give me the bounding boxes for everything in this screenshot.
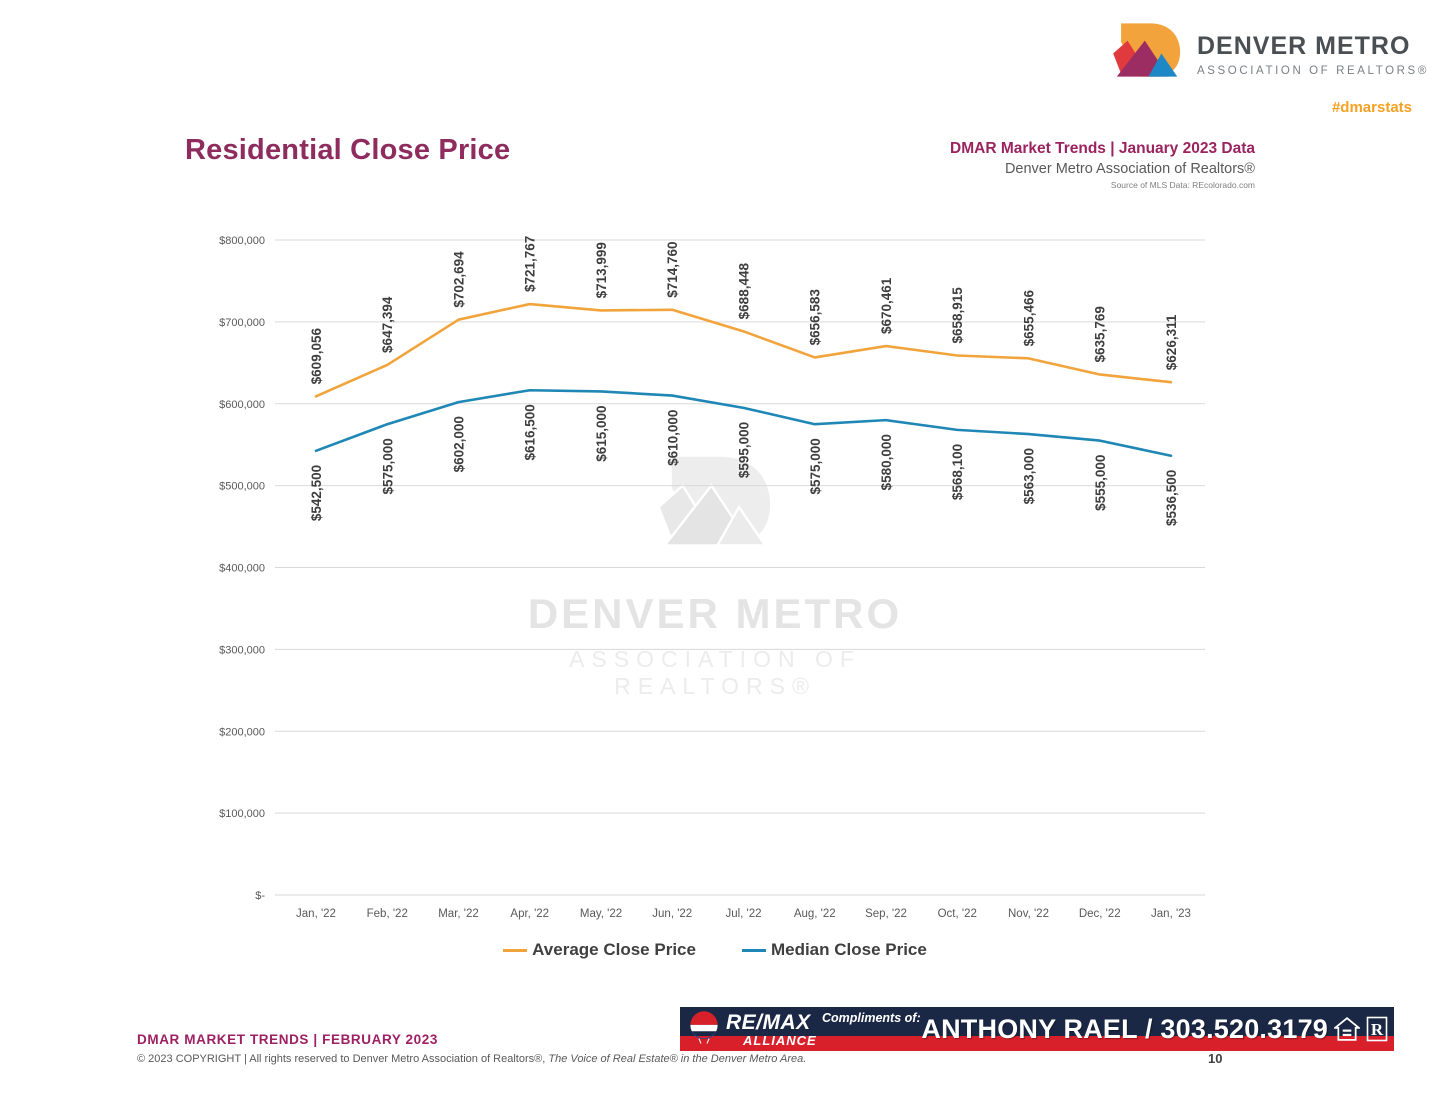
y-axis-tick-label: $200,000 [219, 726, 265, 738]
banner-brand-sub: ALLIANCE [743, 1033, 817, 1048]
dmar-logo: DENVER METRO ASSOCIATION OF REALTORS® [1111, 20, 1429, 90]
median-data-label: $595,000 [737, 422, 752, 478]
x-axis-tick-label: Sep, '22 [865, 908, 907, 920]
average-data-label: $609,056 [309, 328, 324, 385]
banner-red-stripe [680, 1036, 1394, 1051]
y-axis-tick-label: $600,000 [219, 399, 265, 411]
legend-label-average: Average Close Price [532, 940, 696, 959]
median-data-label: $568,100 [950, 444, 965, 500]
y-axis-tick-label: $100,000 [219, 808, 265, 820]
y-axis-tick-label: $400,000 [219, 563, 265, 575]
copyright-tagline: The Voice of Real Estate® in the Denver … [548, 1053, 807, 1065]
average-data-label: $713,999 [594, 242, 609, 298]
x-axis-tick-label: Jan, '22 [296, 908, 336, 920]
legend-item-average: Average Close Price [503, 940, 696, 960]
x-axis-tick-label: Apr, '22 [510, 908, 549, 920]
x-axis-tick-label: Aug, '22 [794, 908, 836, 920]
median-line-swatch [741, 948, 766, 952]
dmar-logo-subtitle: ASSOCIATION OF REALTORS® [1197, 65, 1429, 77]
average-data-label: $688,448 [737, 263, 752, 320]
copyright-text: © 2023 COPYRIGHT | All rights reserved t… [137, 1053, 549, 1065]
report-subheader-line2: Denver Metro Association of Realtors® [1004, 161, 1255, 177]
x-axis-tick-label: Jul, '22 [725, 908, 761, 920]
x-axis-tick-label: Nov, '22 [1008, 908, 1049, 920]
x-axis-tick-label: Mar, '22 [438, 908, 479, 920]
page-number: 10 [1208, 1051, 1223, 1066]
median-data-label: $580,000 [879, 434, 894, 490]
median-data-label: $602,000 [452, 416, 467, 472]
equal-housing-icon [1334, 1017, 1360, 1041]
median-data-label: $555,000 [1093, 455, 1108, 511]
median-data-label: $615,000 [594, 405, 609, 461]
y-axis-tick-label: $800,000 [219, 235, 265, 247]
page-title: Residential Close Price [185, 134, 511, 166]
y-axis-tick-label: $500,000 [219, 481, 265, 493]
average-data-label: $714,760 [665, 241, 680, 297]
report-subheader-line1: DMAR Market Trends | January 2023 Data [950, 140, 1255, 157]
dmar-logo-title: DENVER METRO [1197, 32, 1411, 60]
dmar-logo-icon [1113, 23, 1181, 77]
median-data-label: $536,500 [1164, 470, 1179, 526]
average-data-label: $655,466 [1022, 290, 1037, 347]
average-data-label: $656,583 [808, 289, 823, 346]
copyright-line: © 2023 COPYRIGHT | All rights reserved t… [137, 1053, 806, 1065]
average-data-label: $721,767 [523, 236, 538, 292]
report-source-note: Source of MLS Data: REcolorado.com [1110, 180, 1255, 190]
banner-agent-name-phone: ANTHONY RAEL / 303.520.3179 [921, 1014, 1328, 1044]
median-data-label: $563,000 [1022, 448, 1037, 504]
x-axis-tick-label: May, '22 [580, 908, 622, 920]
svg-text:R: R [1371, 1020, 1384, 1039]
remax-ad-banner: RE/MAX ALLIANCE Compliments of: ANTHONY … [680, 1007, 1394, 1051]
footer-report-title: DMAR MARKET TRENDS | FEBRUARY 2023 [137, 1032, 438, 1047]
legend-label-median: Median Close Price [770, 940, 927, 959]
average-data-label: $702,694 [452, 251, 467, 308]
x-axis-tick-label: Jan, '23 [1151, 908, 1191, 920]
average-line-swatch [503, 948, 528, 952]
median-data-label: $616,500 [523, 404, 538, 460]
realtor-r-icon: R [1366, 1016, 1388, 1042]
chart-legend: Average Close Price Median Close Price [215, 940, 1215, 960]
median-data-label: $610,000 [665, 410, 680, 466]
average-data-label: $635,769 [1093, 306, 1108, 362]
x-axis-tick-label: Jun, '22 [652, 908, 692, 920]
y-axis-tick-label: $- [255, 890, 265, 902]
y-axis-tick-label: $300,000 [219, 644, 265, 656]
remax-balloon-icon [690, 1011, 718, 1049]
banner-compliments-label: Compliments of: [822, 1011, 921, 1025]
x-axis-tick-label: Dec, '22 [1079, 908, 1121, 920]
average-data-label: $647,394 [380, 296, 395, 353]
x-axis-tick-label: Oct, '22 [938, 908, 977, 920]
median-data-label: $542,500 [309, 465, 324, 521]
hashtag-dmarstats: #dmarstats [1331, 99, 1412, 116]
x-axis-tick-label: Feb, '22 [367, 908, 408, 920]
median-data-label: $575,000 [808, 438, 823, 494]
average-data-label: $626,311 [1164, 314, 1179, 370]
median-data-label: $575,000 [380, 438, 395, 494]
average-data-label: $658,915 [950, 287, 965, 344]
average-data-label: $670,461 [879, 277, 894, 334]
median-close-price-line [314, 388, 1173, 458]
legend-item-median: Median Close Price [741, 940, 927, 960]
banner-brand: RE/MAX [726, 1011, 811, 1034]
y-axis-tick-label: $700,000 [219, 317, 265, 329]
average-close-price-line [314, 302, 1173, 398]
report-subheader: DMAR Market Trends | January 2023 Data D… [950, 140, 1255, 190]
close-price-line-chart: $- $100,000 $200,000 $300,000 $400,000 $500,0… [219, 235, 1205, 920]
